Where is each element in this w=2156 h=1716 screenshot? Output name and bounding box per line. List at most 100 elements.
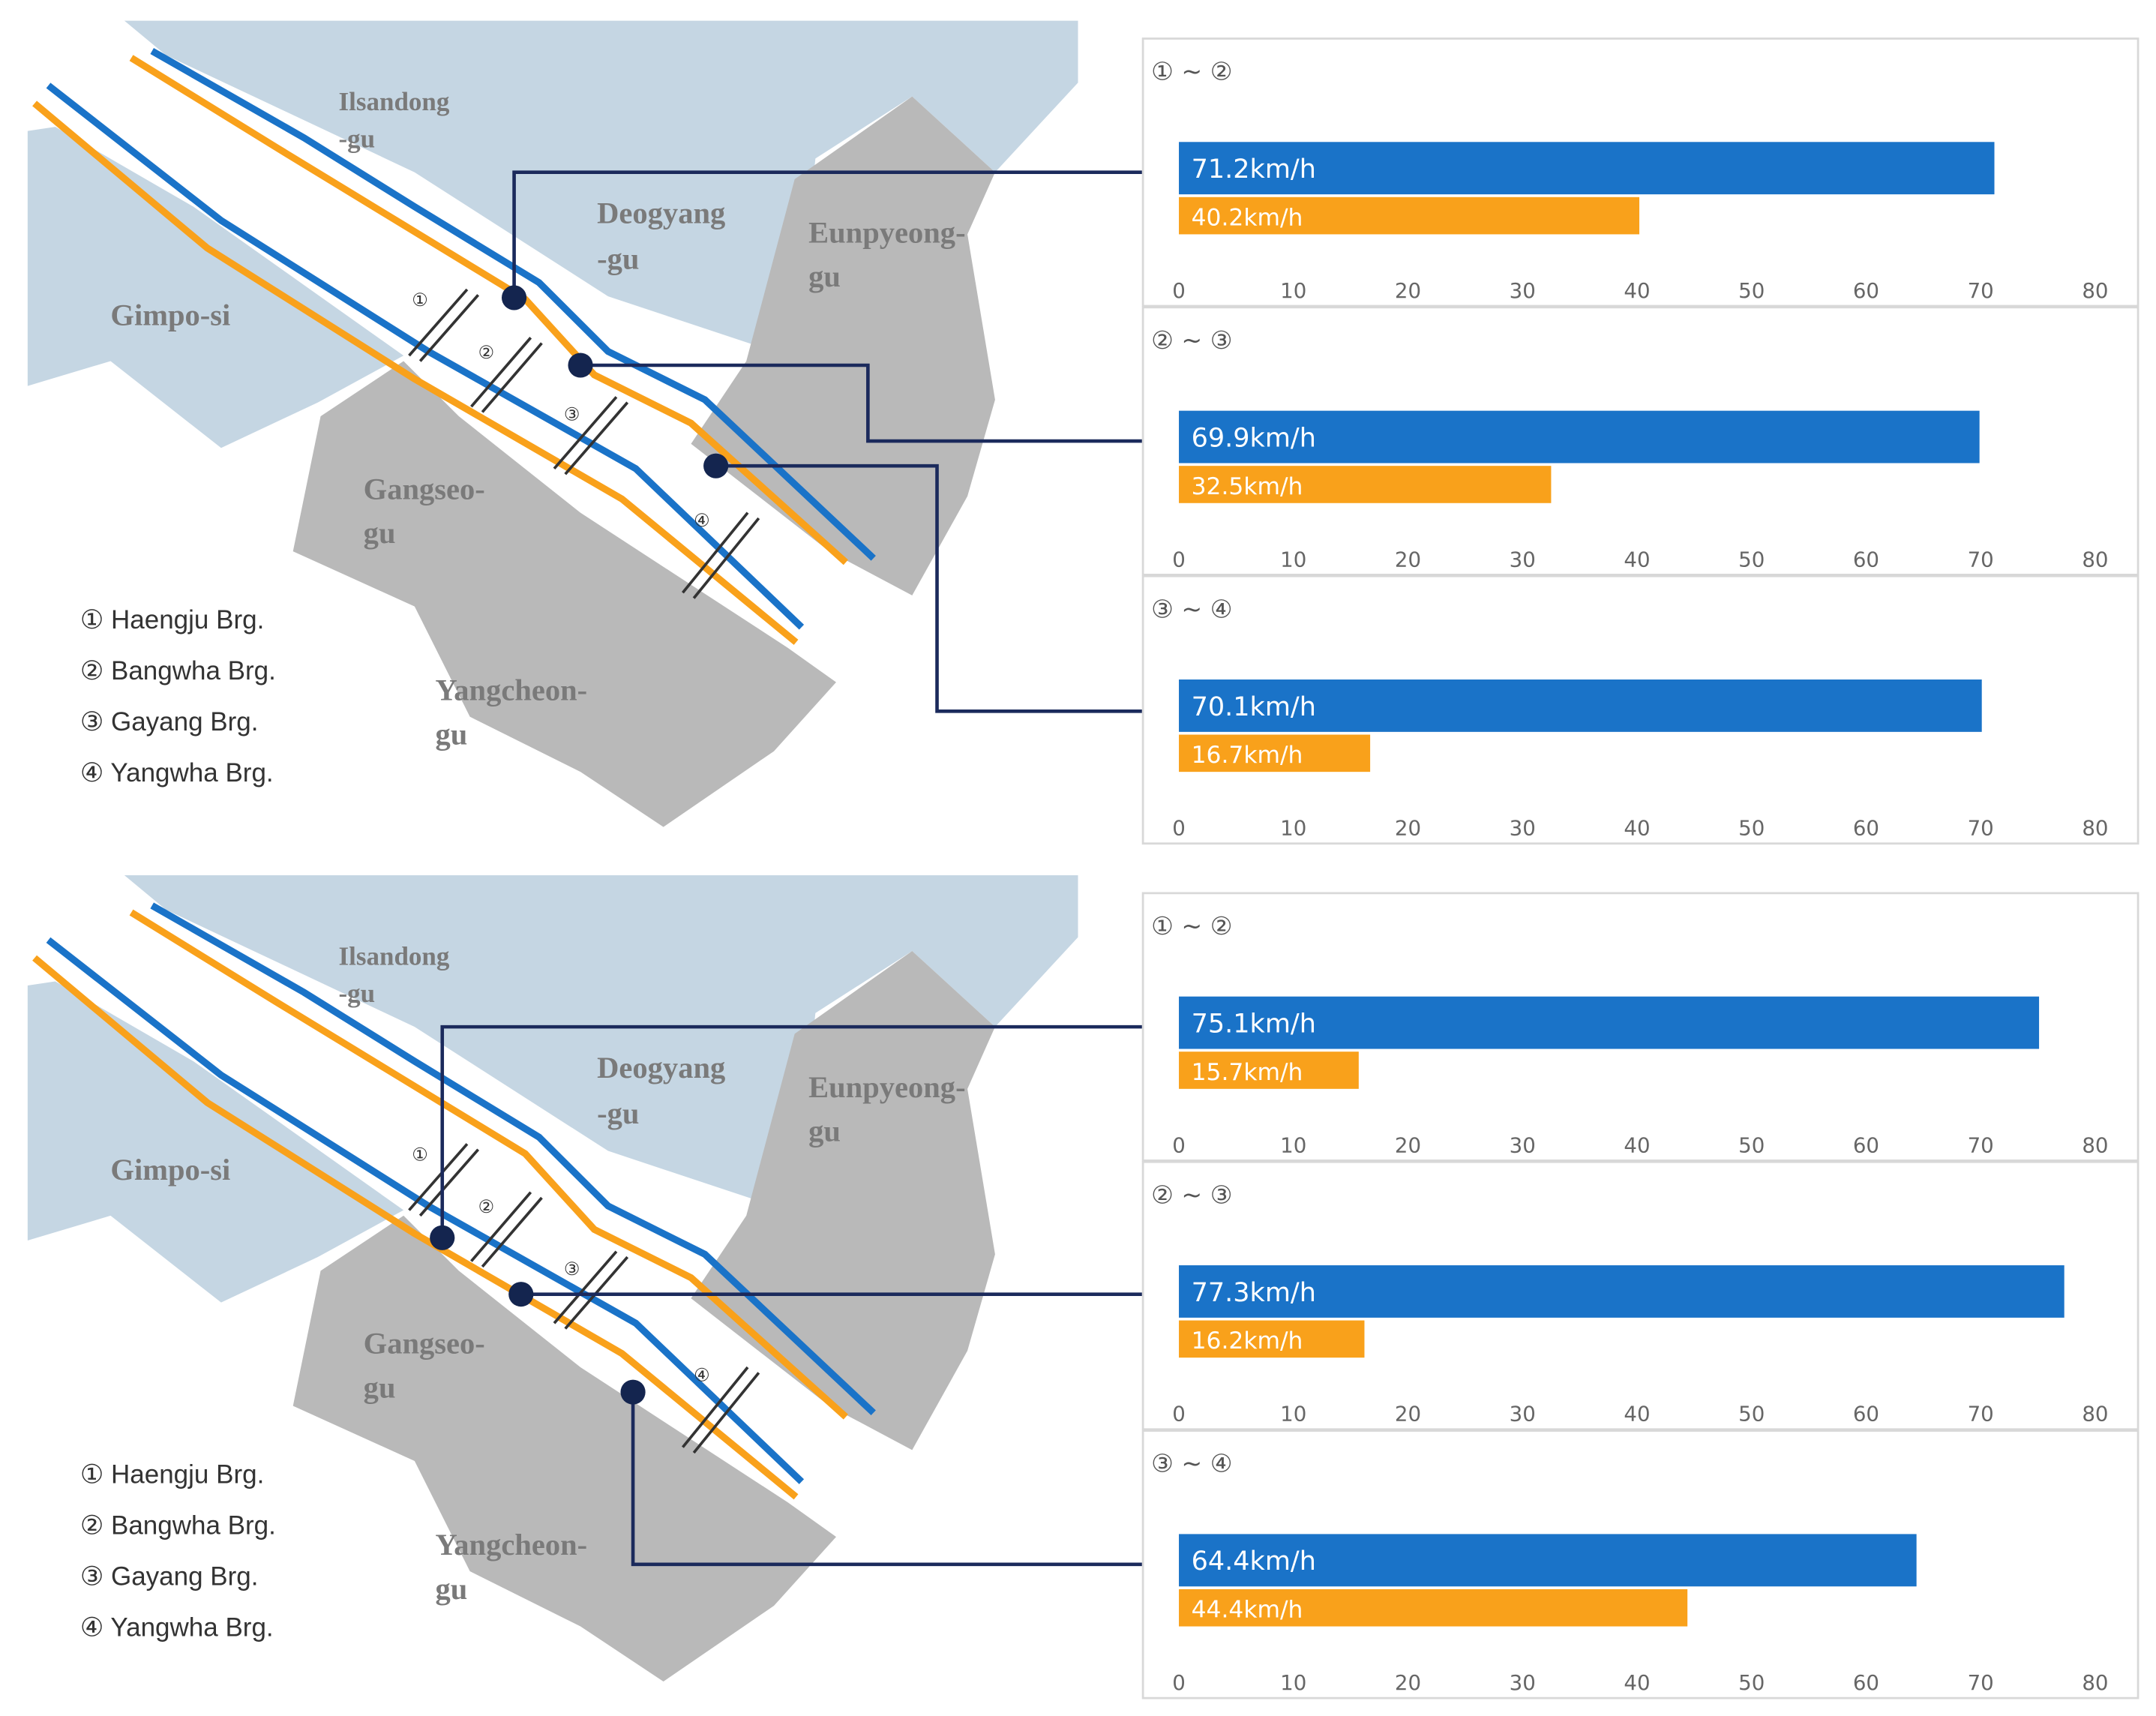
district-label: gu bbox=[364, 516, 396, 550]
x-tick-label: 20 bbox=[1395, 1132, 1421, 1157]
river-line bbox=[150, 48, 876, 561]
x-tick-label: 10 bbox=[1280, 1132, 1306, 1157]
bridge bbox=[481, 342, 543, 413]
bridge-number: ④ bbox=[694, 1365, 709, 1385]
map-region-east bbox=[691, 951, 995, 1450]
x-tick-label: 80 bbox=[2082, 1402, 2108, 1426]
bridge bbox=[681, 512, 749, 594]
bar bbox=[1179, 1265, 2065, 1318]
district-label: Deogyang bbox=[597, 1051, 725, 1084]
bridge bbox=[692, 1372, 760, 1454]
bridge bbox=[408, 288, 469, 357]
river-line bbox=[129, 909, 848, 1420]
x-tick-label: 20 bbox=[1395, 1670, 1421, 1695]
connector-dot bbox=[508, 1282, 534, 1307]
x-tick-label: 70 bbox=[1968, 1670, 1994, 1695]
bar-value-label: 75.1km/h bbox=[1192, 1010, 1316, 1040]
connector bbox=[440, 1024, 1144, 1238]
district-label: gu bbox=[808, 260, 841, 293]
map-region-north bbox=[124, 874, 1078, 1214]
x-tick-label: 40 bbox=[1624, 278, 1650, 303]
bridge-number: ③ bbox=[564, 405, 580, 425]
bridge bbox=[481, 1196, 543, 1268]
x-tick-label: 80 bbox=[2082, 278, 2108, 303]
connector-dot bbox=[501, 285, 527, 310]
x-tick-label: 0 bbox=[1172, 816, 1186, 841]
x-tick-label: 10 bbox=[1280, 1670, 1306, 1695]
connector bbox=[512, 170, 1144, 298]
connector bbox=[715, 464, 1144, 713]
x-tick-label: 80 bbox=[2082, 1132, 2108, 1157]
x-tick-label: 0 bbox=[1172, 278, 1186, 303]
bridge-number: ② bbox=[478, 1197, 494, 1217]
x-tick-label: 80 bbox=[2082, 1670, 2108, 1695]
bar bbox=[1179, 466, 1552, 503]
bar bbox=[1179, 680, 1982, 732]
x-tick-label: 60 bbox=[1853, 1670, 1879, 1695]
x-tick-label: 50 bbox=[1738, 1402, 1765, 1426]
x-tick-label: 0 bbox=[1172, 1132, 1186, 1157]
x-tick-label: 20 bbox=[1395, 816, 1421, 841]
river-line bbox=[32, 955, 799, 1500]
legend-item: ③ Gayang Brg. bbox=[80, 1562, 259, 1591]
district-label: Ilsandong bbox=[339, 87, 450, 116]
legend-item: ③ Gayang Brg. bbox=[80, 707, 259, 736]
bar bbox=[1179, 734, 1371, 772]
legend-item: ① Haengju Brg. bbox=[80, 1460, 264, 1489]
x-tick-label: 20 bbox=[1395, 547, 1421, 572]
map-region-gimpo bbox=[27, 981, 404, 1303]
bridge bbox=[681, 1366, 749, 1448]
bridge bbox=[553, 396, 618, 470]
bridge-number: ① bbox=[412, 290, 427, 310]
connector-dot bbox=[703, 453, 729, 478]
x-tick-label: 10 bbox=[1280, 816, 1306, 841]
district-label: Eunpyeong- bbox=[808, 1070, 965, 1104]
bar bbox=[1179, 1320, 1365, 1358]
connector-dot bbox=[568, 352, 593, 378]
x-tick-label: 30 bbox=[1510, 1132, 1536, 1157]
x-tick-label: 60 bbox=[1853, 816, 1879, 841]
bar bbox=[1179, 410, 1980, 464]
bridge-number: ① bbox=[412, 1144, 427, 1165]
x-tick-label: 60 bbox=[1853, 1132, 1879, 1157]
connector bbox=[580, 363, 1144, 443]
bridge bbox=[418, 294, 480, 362]
bar-value-label: 69.9km/h bbox=[1192, 423, 1316, 453]
legend-item: ① Haengju Brg. bbox=[80, 605, 264, 634]
x-tick-label: 50 bbox=[1738, 816, 1765, 841]
district-label: gu bbox=[808, 1114, 841, 1148]
bridge-number: ② bbox=[478, 343, 494, 363]
bridge bbox=[470, 1191, 532, 1262]
x-tick-label: 70 bbox=[1968, 547, 1994, 572]
district-label: -gu bbox=[339, 124, 376, 154]
connector bbox=[631, 1392, 1144, 1567]
legend-item: ② Bangwha Brg. bbox=[80, 656, 276, 686]
bar-value-label: 70.1km/h bbox=[1192, 692, 1316, 722]
bar bbox=[1179, 1052, 1359, 1089]
x-tick-label: 10 bbox=[1280, 1402, 1306, 1426]
district-label: gu bbox=[436, 717, 468, 751]
bar bbox=[1179, 196, 1640, 235]
x-tick-label: 30 bbox=[1510, 278, 1536, 303]
x-tick-label: 50 bbox=[1738, 547, 1765, 572]
x-tick-label: 40 bbox=[1624, 547, 1650, 572]
legend-item: ④ Yangwha Brg. bbox=[80, 758, 274, 788]
district-label: gu bbox=[364, 1371, 396, 1405]
x-tick-label: 60 bbox=[1853, 1402, 1879, 1426]
legend-item: ④ Yangwha Brg. bbox=[80, 1612, 274, 1642]
bar-value-label: 16.7km/h bbox=[1192, 742, 1303, 769]
district-label: Yangcheon- bbox=[436, 1528, 588, 1562]
chart-title: ② ~ ③ bbox=[1151, 1180, 1232, 1209]
district-label: Ilsandong bbox=[339, 941, 450, 970]
bridge bbox=[470, 337, 532, 408]
bar bbox=[1179, 996, 2040, 1049]
district-label: -gu bbox=[597, 242, 639, 275]
bar bbox=[1179, 1588, 1688, 1627]
map: ① ② ③ ④ Ilsandong -gu Deogyang -gu Eunpyeong-gu G… bbox=[27, 874, 1144, 1682]
bridge bbox=[564, 401, 629, 476]
river-line bbox=[150, 902, 876, 1416]
x-tick-label: 70 bbox=[1968, 1132, 1994, 1157]
district-label: gu bbox=[436, 1572, 468, 1606]
map-region-east bbox=[691, 96, 995, 596]
